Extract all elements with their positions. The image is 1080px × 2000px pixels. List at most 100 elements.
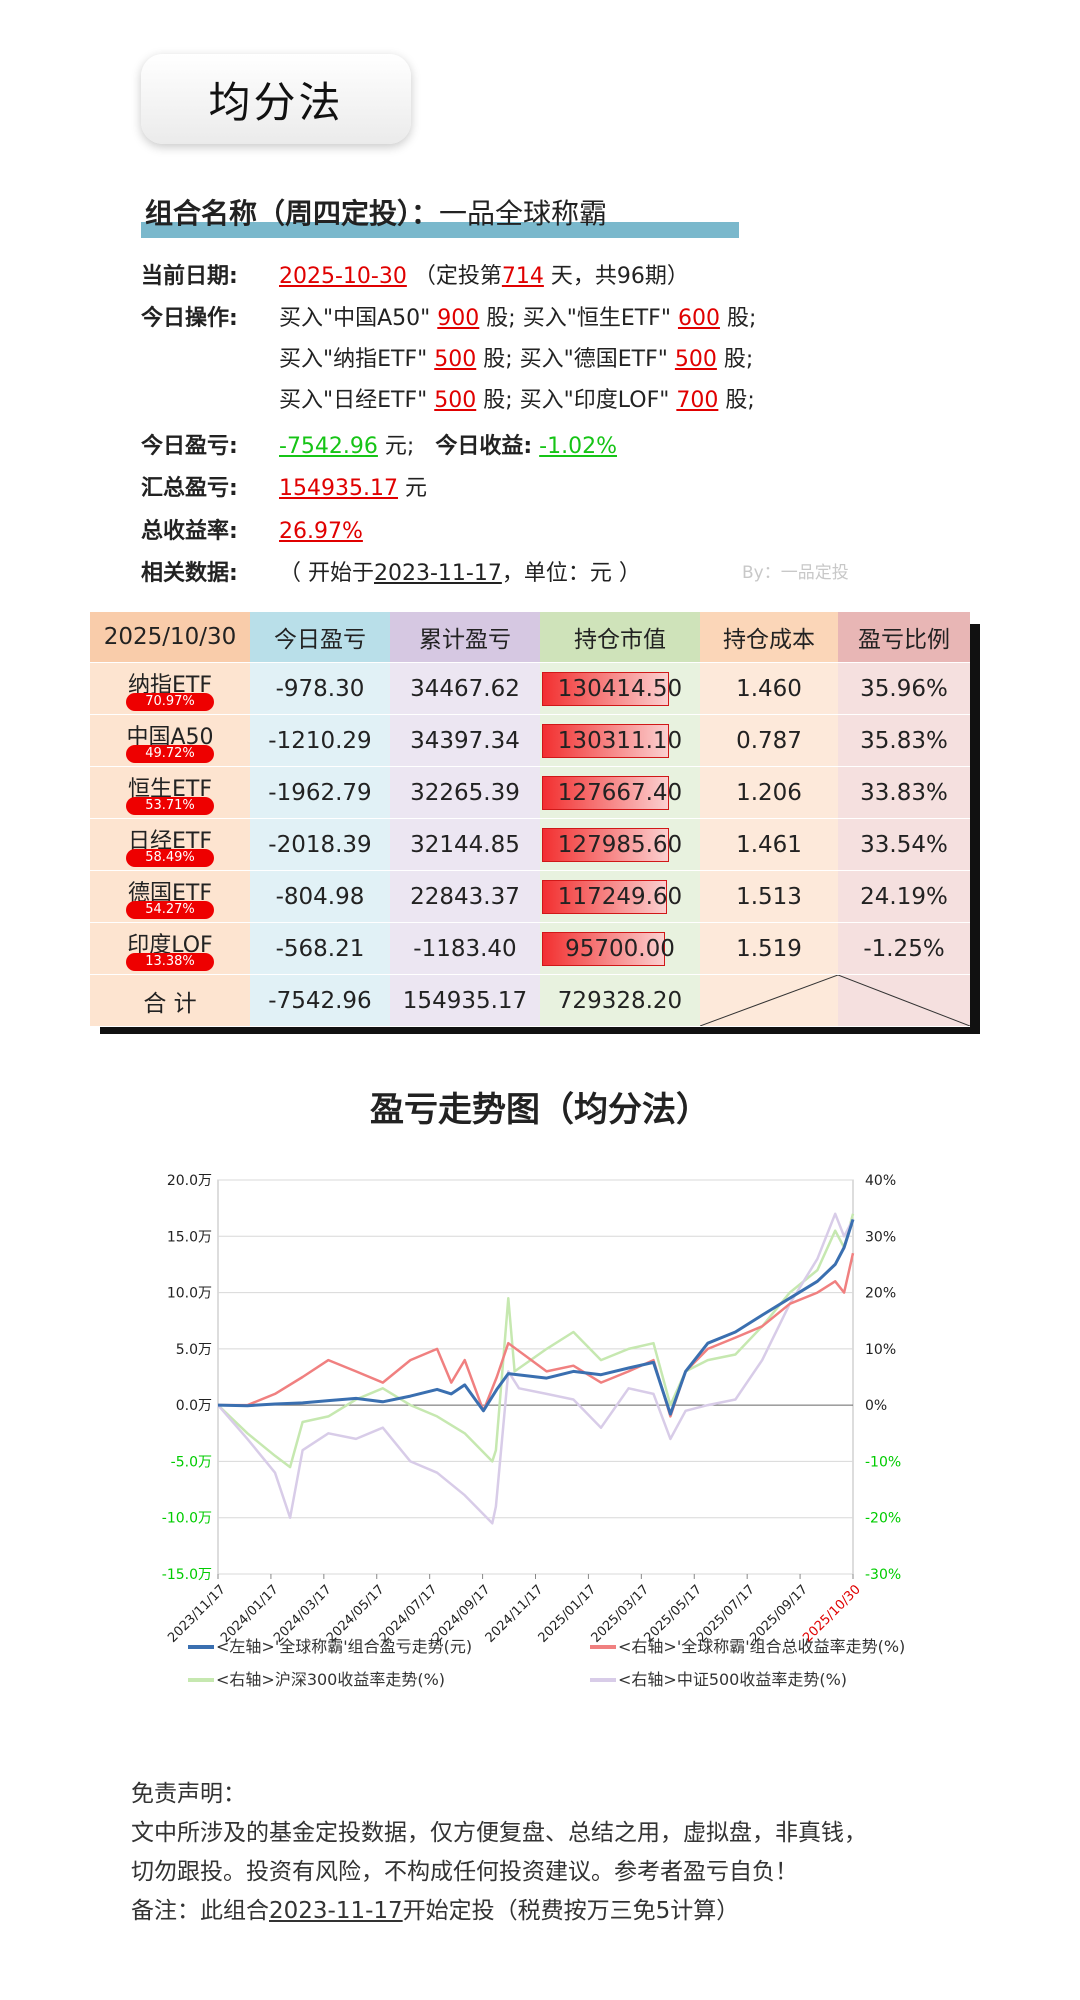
today-ret-label: 今日收益: [435,434,533,459]
today-pl-label: 今日盈亏: [141,434,238,459]
portfolio-name: 一品全球称霸 [439,197,608,230]
ratio-cell: 35.96% [838,662,970,715]
y-left-tick: -10.0万 [162,1511,212,1527]
market-value: 127667.40 [557,779,683,806]
op-unit: 股; [483,388,513,413]
legend-label: <右轴>沪深300收益率走势(%) [216,1670,445,1689]
y-right-tick: -30% [865,1567,901,1583]
note-prefix: 备注：此组合 [131,1898,269,1924]
y-left-tick: 20.0万 [167,1173,212,1189]
total-mv: 729328.20 [540,974,700,1027]
table-total-row: 合 计 -7542.96 154935.17 729328.20 [90,974,970,1027]
fund-name: 日经ETF [128,828,212,854]
market-value-bar [542,672,669,706]
cum-pl-cell: 32265.39 [390,766,540,819]
ratio-cell: 35.83% [838,714,970,767]
header-today: 今日盈亏 [250,612,390,663]
market-value-cell: 127667.40 [540,766,700,819]
cum-pl-cell: 22843.37 [390,870,540,923]
fund-return-badge: 58.49% [126,849,214,867]
fund-name-cell: 印度LOF 13.38% [90,922,250,975]
fund-return-badge: 49.72% [126,745,214,763]
today-pl-cell: -1962.79 [250,766,390,819]
y-left-tick: -15.0万 [162,1567,212,1583]
today-pl-cell: -568.21 [250,922,390,975]
market-value-bar [542,828,669,862]
info-date-row: 当前日期: 2025-10-30 （定投第714 天，共96期） [141,258,689,290]
y-left-tick: 0.0万 [176,1398,212,1414]
related-prefix: （ 开始于 [279,561,374,586]
op-qty: 500 [434,347,477,372]
cost-cell: 1.513 [700,870,838,923]
cost-cell: 1.519 [700,922,838,975]
holdings-table-wrap: 2025/10/30 今日盈亏 累计盈亏 持仓市值 持仓成本 盈亏比例 纳指ET… [90,612,980,1034]
header-ratio: 盈亏比例 [838,612,970,663]
disclaimer-title: 免责声明： [131,1781,246,1807]
market-value-bar [542,932,665,966]
y-right-tick: 40% [865,1173,896,1189]
diagonal-lines [838,975,970,1026]
fund-name: 印度LOF [127,932,213,958]
market-value: 95700.00 [565,935,675,962]
period-suffix: 天，共96期） [550,264,689,289]
op-unit: 股; [486,306,516,331]
op-text: 买入"恒生ETF" [522,306,671,331]
unit-yuan: 元 [404,476,427,501]
cum-pl-cell: 34467.62 [390,662,540,715]
related-suffix: ，单位：元 ） [501,561,641,586]
author-watermark: By：一品定投 [742,563,849,583]
total-pl-label: 汇总盈亏: [141,476,238,501]
fund-name-cell: 日经ETF 58.49% [90,818,250,871]
fund-return-badge: 13.38% [126,953,214,971]
series-line [217,1218,855,1416]
ops-label: 今日操作: [141,306,238,331]
total-cum: 154935.17 [390,974,540,1027]
ops-row-2: 买入"纳指ETF" 500 股; 买入"德国ETF" 500 股; [141,341,753,373]
fund-name: 德国ETF [128,880,212,906]
table-row: 中国A50 49.72% -1210.29 34397.34 130311.10 0.78… [90,714,970,767]
series-line [218,1252,855,1418]
total-ret-row: 总收益率: 26.97% [141,513,363,545]
holdings-table: 2025/10/30 今日盈亏 累计盈亏 持仓市值 持仓成本 盈亏比例 纳指ET… [90,612,970,1027]
header-mv: 持仓市值 [540,612,700,663]
cost-cell: 1.461 [700,818,838,871]
total-label: 合 计 [90,974,250,1027]
header-cum: 累计盈亏 [390,612,540,663]
market-value: 130414.50 [557,675,683,702]
y-left-tick: 15.0万 [167,1229,212,1245]
market-value-cell: 127985.60 [540,818,700,871]
disclaimer-note: 备注：此组合2023-11-17开始定投（税费按万三免5计算） [131,1892,867,1931]
market-value-cell: 117249.60 [540,870,700,923]
fund-name-cell: 纳指ETF 70.97% [90,662,250,715]
title-underline-bar [141,222,739,238]
series-line [217,1212,855,1525]
title-box: 均分法 [141,54,411,144]
table-row: 日经ETF 58.49% -2018.39 32144.85 127985.60 1.46… [90,818,970,871]
diagonal-lines [700,975,838,1026]
cost-cell: 1.460 [700,662,838,715]
y-right-tick: 20% [865,1286,896,1302]
fund-name: 恒生ETF [128,776,212,802]
legend-label: <右轴>'全球称霸'组合总收益率走势(%) [618,1637,905,1656]
op-qty: 700 [676,388,719,413]
ops-row-1: 今日操作: 买入"中国A50" 900 股; 买入"恒生ETF" 600 股; [141,300,756,332]
chart-title: 盈亏走势图（均分法） [370,1090,710,1130]
op-text: 买入"中国A50" [279,306,431,331]
market-value-bar [542,880,667,914]
today-ret-value: -1.02% [539,434,617,459]
op-unit: 股; [725,388,755,413]
cost-cell: 0.787 [700,714,838,767]
note-suffix: 开始定投（税费按万三免5计算） [402,1898,740,1924]
header-date: 2025/10/30 [90,612,250,663]
today-pl-cell: -978.30 [250,662,390,715]
total-ret-value: 26.97% [279,519,363,544]
y-left-tick: 10.0万 [167,1286,212,1302]
note-date: 2023-11-17 [269,1898,403,1924]
days-count: 714 [501,264,544,289]
disclaimer-line-1: 文中所涉及的基金定投数据，仅方便复盘、总结之用，虚拟盘，非真钱， [131,1820,867,1846]
total-pl-row: 汇总盈亏: 154935.17 元 [141,470,427,502]
fund-name-cell: 恒生ETF 53.71% [90,766,250,819]
op-unit: 股; [723,347,754,372]
total-ret-label: 总收益率: [141,519,238,544]
cum-pl-cell: 32144.85 [390,818,540,871]
